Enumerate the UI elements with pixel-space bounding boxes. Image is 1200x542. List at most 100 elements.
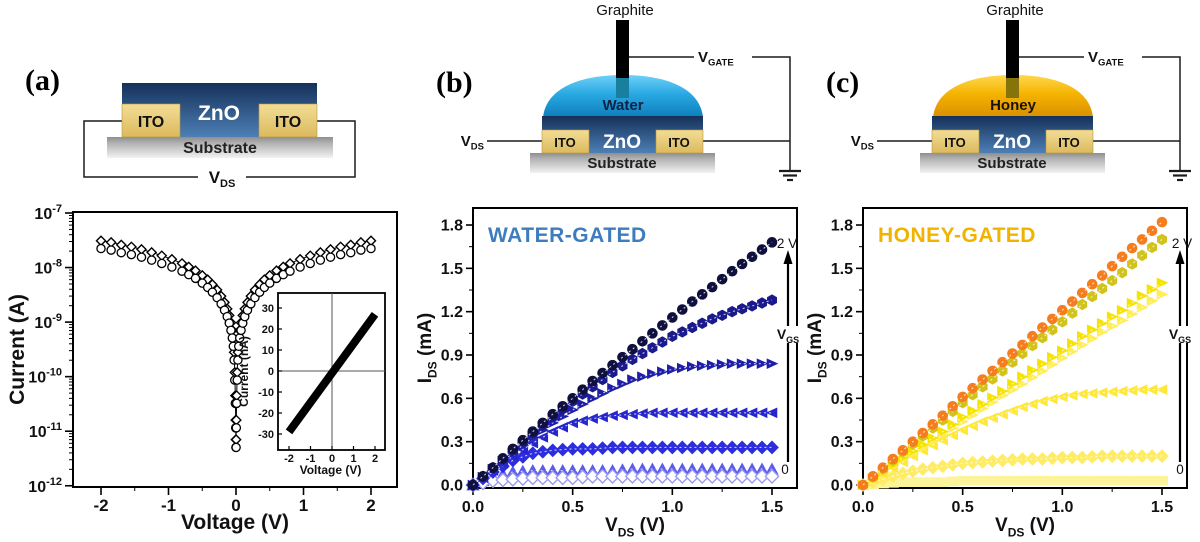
svg-text:Current (nA): Current (nA): [237, 336, 251, 407]
ground-symbol-c: [1169, 169, 1191, 182]
ito-left-label-c: ITO: [944, 135, 965, 150]
graphite-label-b: Graphite: [596, 2, 654, 19]
graphite-label-c: Graphite: [986, 2, 1044, 19]
graphite-rod-in-water: [616, 78, 629, 98]
svg-text:2: 2: [372, 453, 378, 465]
honey-gated-output-chart: 0.0 0.5 1.0 1.5 0.0 0.3 0.6 0.9 1.2 1.5 1.8 VDS (V)…: [805, 207, 1193, 539]
svg-text:2 V: 2 V: [777, 236, 797, 251]
zno-label-a: ZnO: [198, 102, 240, 125]
svg-text:1.0: 1.0: [1051, 499, 1073, 516]
svg-text:VGS: VGS: [777, 326, 799, 345]
svg-text:0.3: 0.3: [831, 434, 853, 451]
svg-text:IDS (mA): IDS (mA): [805, 313, 829, 384]
svg-text:-1: -1: [306, 453, 316, 465]
honey-label: Honey: [990, 97, 1037, 114]
svg-text:1: 1: [299, 496, 308, 515]
vds-wire-right-a: [246, 120, 356, 178]
svg-text:0.5: 0.5: [952, 499, 974, 516]
zno-label-c: ZnO: [993, 132, 1031, 153]
substrate-label-b: Substrate: [587, 155, 656, 172]
svg-text:HONEY-GATED: HONEY-GATED: [878, 224, 1036, 247]
svg-text:1.2: 1.2: [831, 304, 853, 321]
svg-text:-20: -20: [258, 408, 274, 420]
svg-text:0: 0: [231, 496, 240, 515]
ito-left-label-b: ITO: [554, 135, 575, 150]
svg-text:1.0: 1.0: [661, 499, 683, 516]
substrate-layer-a: [107, 137, 333, 158]
svg-text:VDS (V): VDS (V): [605, 515, 665, 539]
svg-text:Current (A): Current (A): [6, 294, 29, 405]
svg-text:0.9: 0.9: [831, 348, 853, 365]
svg-text:10-8: 10-8: [34, 258, 62, 278]
ito-right-label-c: ITO: [1058, 135, 1079, 150]
svg-text:Voltage (V): Voltage (V): [181, 511, 289, 534]
svg-text:1.5: 1.5: [831, 261, 853, 278]
ito-right-label-b: ITO: [668, 135, 689, 150]
vds-wire-left-a: [83, 120, 198, 178]
svg-text:IDS (mA): IDS (mA): [415, 313, 439, 384]
ito-left-label-a: ITO: [138, 114, 164, 131]
svg-text:1.8: 1.8: [441, 218, 463, 235]
svg-text:0: 0: [781, 462, 789, 477]
svg-text:10-9: 10-9: [34, 312, 62, 332]
water-gated-output-chart: 0.0 0.5 1.0 1.5 0.0 0.3 0.6 0.9 1.2 1.5 1.8 VDS (V)…: [415, 207, 801, 539]
graphite-rod-b: [616, 20, 629, 80]
graphite-rod-in-honey: [1006, 78, 1019, 98]
svg-text:10-7: 10-7: [34, 203, 62, 223]
water-label: Water: [602, 97, 643, 114]
svg-text:0.6: 0.6: [831, 391, 853, 408]
vgate-label-b: VGATE: [698, 49, 734, 69]
svg-text:-1: -1: [161, 496, 176, 515]
graphite-rod-c: [1006, 20, 1019, 80]
svg-text:10: 10: [262, 345, 274, 357]
zno-label-b: ZnO: [603, 132, 641, 153]
svg-text:1: 1: [350, 453, 356, 465]
svg-text:20: 20: [262, 324, 274, 336]
panel-label-a: (a): [25, 64, 60, 97]
svg-text:0.0: 0.0: [441, 478, 463, 495]
svg-text:0: 0: [1176, 462, 1184, 477]
substrate-label-c: Substrate: [977, 155, 1046, 172]
panel-b-schematic: (b) Graphite Water ZnO ITO ITO Substrate…: [436, 2, 801, 182]
svg-text:VGS: VGS: [1169, 326, 1191, 345]
svg-text:10-11: 10-11: [29, 421, 62, 441]
svg-text:0.0: 0.0: [852, 499, 874, 516]
svg-text:1.8: 1.8: [831, 218, 853, 235]
ground-symbol-b: [779, 169, 801, 182]
svg-text:1.5: 1.5: [761, 499, 783, 516]
gate-wire-right-c: [1142, 56, 1181, 170]
svg-text:0: 0: [268, 366, 274, 378]
svg-text:10-12: 10-12: [28, 476, 62, 496]
svg-text:0.0: 0.0: [462, 499, 484, 516]
svg-text:1.5: 1.5: [1151, 499, 1173, 516]
svg-text:0.0: 0.0: [831, 478, 853, 495]
svg-text:Voltage (V): Voltage (V): [300, 463, 362, 477]
substrate-label-a: Substrate: [183, 140, 257, 157]
svg-text:WATER-GATED: WATER-GATED: [488, 224, 647, 247]
svg-text:1.5: 1.5: [441, 261, 463, 278]
ito-right-label-a: ITO: [275, 114, 301, 131]
svg-text:-2: -2: [93, 496, 108, 515]
vds-label-b: VDS: [461, 133, 484, 153]
panel-label-b: (b): [436, 66, 473, 99]
ito-right-b: [655, 129, 704, 154]
ito-left-c: [931, 129, 980, 154]
svg-text:0.6: 0.6: [441, 391, 463, 408]
svg-text:30: 30: [262, 303, 274, 315]
substrate-layer-b: [530, 153, 715, 173]
svg-text:-10: -10: [258, 387, 274, 399]
svg-text:0: 0: [329, 453, 335, 465]
gate-wire-right-b: [752, 56, 791, 170]
ito-left-a: [121, 103, 181, 138]
svg-text:10-10: 10-10: [28, 367, 62, 387]
panel-label-c: (c): [826, 66, 859, 99]
svg-text:0.5: 0.5: [562, 499, 584, 516]
svg-text:1.2: 1.2: [441, 304, 463, 321]
svg-text:2 V: 2 V: [1172, 236, 1192, 251]
vds-label-a: VDS: [209, 168, 236, 190]
panel-a-schematic: (a) ZnO ITO ITO Substrate VDS: [25, 64, 356, 190]
